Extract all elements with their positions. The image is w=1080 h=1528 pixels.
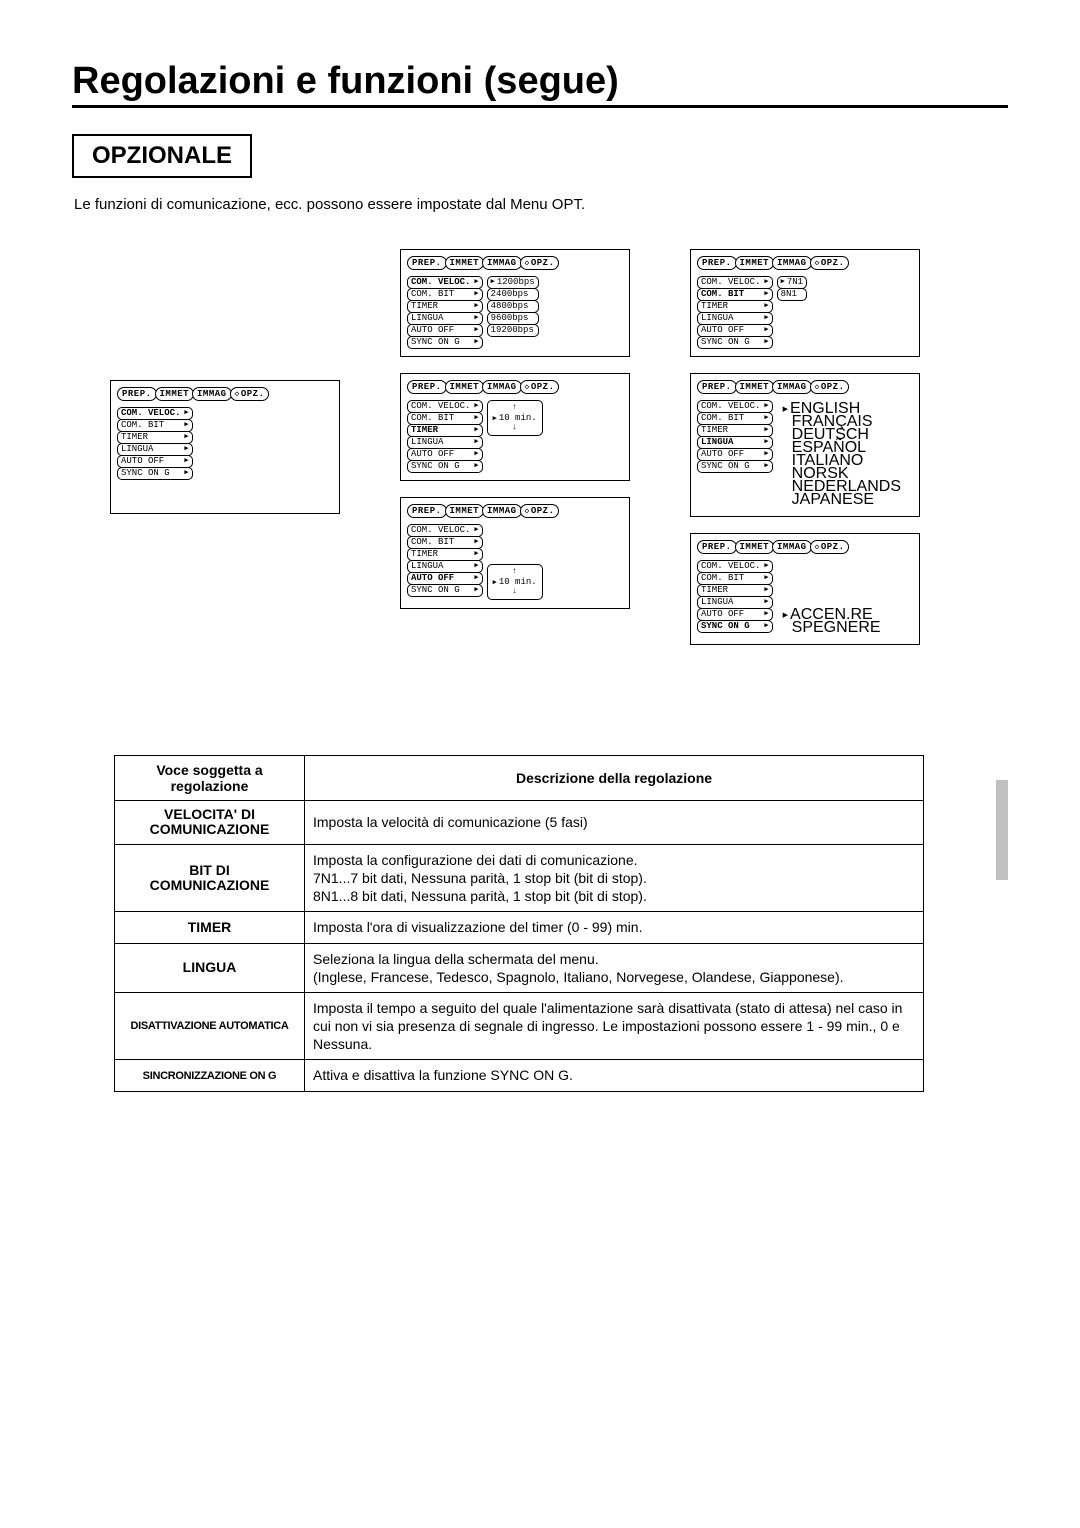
menu-item: SYNC ON G▶ — [117, 467, 193, 480]
menu-tab: IMMAG — [772, 540, 812, 554]
scrollbar-thumb — [996, 780, 1008, 880]
menu-tab: IMMET — [445, 256, 485, 270]
row-label: VELOCITA' DICOMUNICAZIONE — [115, 801, 305, 845]
menu-tab: PREP. — [407, 256, 447, 270]
settings-table: Voce soggetta a regolazione Descrizione … — [114, 755, 924, 1092]
tabs-row: PREP.IMMETIMMAG◇OPZ. — [117, 387, 333, 401]
intro-text: Le funzioni di comunicazione, ecc. posso… — [74, 196, 1008, 213]
row-description: Attiva e disattiva la funzione SYNC ON G… — [305, 1060, 924, 1091]
table-row: LINGUASeleziona la lingua della schermat… — [115, 943, 924, 992]
menu-tab: ◇OPZ. — [810, 540, 850, 554]
row-description: Imposta l'ora di visualizzazione del tim… — [305, 912, 924, 943]
arrow-up-icon: ↑ — [512, 568, 517, 576]
menu-panel-lingua: PREP.IMMETIMMAG◇OPZ. COM. VELOC.▶COM. BI… — [690, 373, 920, 517]
menu-panel-comveloc: PREP.IMMETIMMAG◇OPZ. COM. VELOC.▶COM. BI… — [400, 249, 630, 357]
section-title: OPZIONALE — [72, 134, 252, 178]
option-item: SPEGNERE — [783, 621, 881, 634]
menu-tab: IMMET — [155, 387, 195, 401]
menu-tab: PREP. — [407, 504, 447, 518]
menu-item: SYNC ON G▶ — [697, 336, 773, 349]
menu-item: SYNC ON G▶ — [697, 620, 773, 633]
menu-tab: IMMET — [735, 540, 775, 554]
menu-tab: PREP. — [407, 380, 447, 394]
row-label: DISATTIVAZIONE AUTOMATICA — [115, 992, 305, 1060]
menu-tab: IMMET — [735, 256, 775, 270]
menu-panel-autooff: PREP.IMMETIMMAG◇OPZ. COM. VELOC.▶COM. BI… — [400, 497, 630, 609]
menu-item: SYNC ON G▶ — [407, 336, 483, 349]
autooff-spinner: ↑ ▶10 min. ↓ — [487, 564, 543, 600]
row-description: Seleziona la lingua della schermata del … — [305, 943, 924, 992]
row-description: Imposta il tempo a seguito del quale l'a… — [305, 992, 924, 1060]
arrow-down-icon: ↓ — [512, 424, 517, 432]
menu-tab: IMMAG — [772, 256, 812, 270]
menu-tab: IMMET — [445, 504, 485, 518]
menu-tab: PREP. — [697, 380, 737, 394]
menu-tab: IMMAG — [482, 380, 522, 394]
arrow-down-icon: ↓ — [512, 588, 517, 596]
table-header-item: Voce soggetta a regolazione — [115, 756, 305, 801]
menu-tab: IMMAG — [192, 387, 232, 401]
table-row: DISATTIVAZIONE AUTOMATICAImposta il temp… — [115, 992, 924, 1060]
menu-tab: PREP. — [697, 256, 737, 270]
row-label: BIT DICOMUNICAZIONE — [115, 844, 305, 912]
menu-tab: IMMAG — [482, 256, 522, 270]
menu-tab: ◇OPZ. — [810, 256, 850, 270]
table-row: TIMERImposta l'ora di visualizzazione de… — [115, 912, 924, 943]
row-label: TIMER — [115, 912, 305, 943]
menu-panel-combit: PREP.IMMETIMMAG◇OPZ. COM. VELOC.▶COM. BI… — [690, 249, 920, 357]
menu-tab: ◇OPZ. — [520, 504, 560, 518]
menu-item: SYNC ON G▶ — [407, 460, 483, 473]
row-label: LINGUA — [115, 943, 305, 992]
page-title: Regolazioni e funzioni (segue) — [72, 60, 1008, 108]
menu-tab: ◇OPZ. — [520, 380, 560, 394]
table-row: VELOCITA' DICOMUNICAZIONEImposta la velo… — [115, 801, 924, 845]
arrow-up-icon: ↑ — [512, 404, 517, 412]
menu-item: SYNC ON G▶ — [697, 460, 773, 473]
table-header-desc: Descrizione della regolazione — [305, 756, 924, 801]
menu-tab: IMMAG — [482, 504, 522, 518]
row-description: Imposta la configurazione dei dati di co… — [305, 844, 924, 912]
row-label: SINCRONIZZAZIONE ON G — [115, 1060, 305, 1091]
menu-diagrams: PREP.IMMETIMMAG◇OPZ. COM. VELOC.▶COM. BI… — [110, 249, 1008, 645]
option-item: 19200bps — [487, 324, 539, 337]
menu-tab: ◇OPZ. — [230, 387, 270, 401]
menu-panel-timer: PREP.IMMETIMMAG◇OPZ. COM. VELOC.▶COM. BI… — [400, 373, 630, 481]
menu-tab: PREP. — [117, 387, 157, 401]
option-item: 8N1 — [777, 288, 807, 301]
menu-tab: IMMAG — [772, 380, 812, 394]
menu-item: SYNC ON G▶ — [407, 584, 483, 597]
menu-panel-base: PREP.IMMETIMMAG◇OPZ. COM. VELOC.▶COM. BI… — [110, 380, 340, 514]
menu-tab: IMMET — [445, 380, 485, 394]
menu-tab: PREP. — [697, 540, 737, 554]
menu-tab: ◇OPZ. — [810, 380, 850, 394]
menu-tab: ◇OPZ. — [520, 256, 560, 270]
table-row: SINCRONIZZAZIONE ON GAttiva e disattiva … — [115, 1060, 924, 1091]
table-row: BIT DICOMUNICAZIONEImposta la configuraz… — [115, 844, 924, 912]
menu-panel-sync: PREP.IMMETIMMAG◇OPZ. COM. VELOC.▶COM. BI… — [690, 533, 920, 645]
menu-tab: IMMET — [735, 380, 775, 394]
timer-spinner: ↑ ▶10 min. ↓ — [487, 400, 543, 436]
row-description: Imposta la velocità di comunicazione (5 … — [305, 801, 924, 845]
